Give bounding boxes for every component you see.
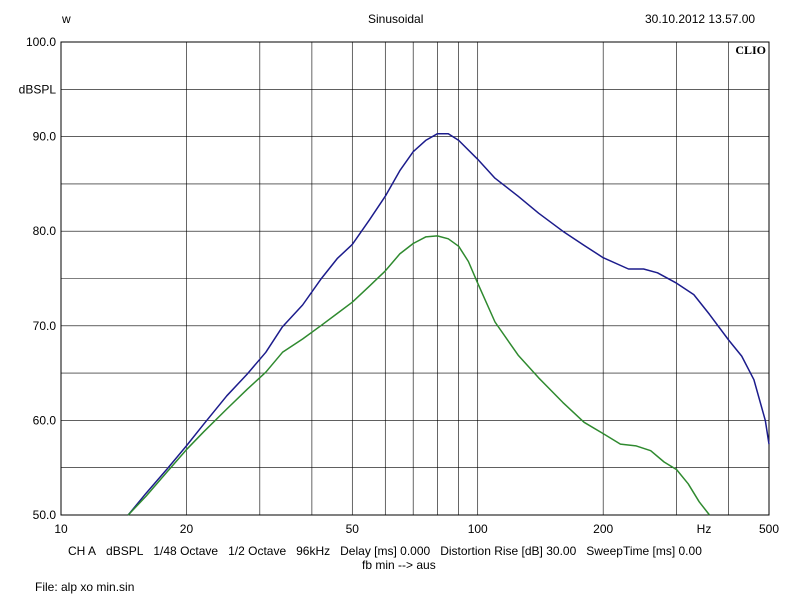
chart-grid xyxy=(61,42,769,515)
x-tick-label: 100 xyxy=(468,522,488,536)
response-curve xyxy=(127,133,770,516)
status-item: Distortion Rise [dB] 30.00 xyxy=(440,544,577,558)
x-tick-label: 50 xyxy=(346,522,360,536)
y-tick-label: 50.0 xyxy=(33,508,57,522)
x-tick-label: 200 xyxy=(593,522,613,536)
y-tick-label: 80.0 xyxy=(33,224,57,238)
response-curve xyxy=(127,235,711,516)
header-left-label: w xyxy=(62,12,71,26)
status-item: 96kHz xyxy=(296,544,331,558)
status-item: 1/48 Octave xyxy=(153,544,219,558)
x-tick-label: 500 xyxy=(759,522,779,536)
timestamp-label: 30.10.2012 13.57.00 xyxy=(645,12,756,26)
status-item: SweepTime [ms] 0.00 xyxy=(586,544,702,558)
status-bar: CH A dBSPL 1/48 Octave 1/2 Octave 96kHz Delay… xyxy=(68,544,712,558)
x-tick-label: 20 xyxy=(180,522,194,536)
status-item: 1/2 Octave xyxy=(228,544,287,558)
y-tick-label: 60.0 xyxy=(33,413,57,427)
x-unit-label: Hz xyxy=(697,522,712,536)
y-unit-label: dBSPL xyxy=(19,82,57,96)
status-item: dBSPL xyxy=(106,544,144,558)
status-item: CH A xyxy=(68,544,97,558)
status-subline: fb min --> aus xyxy=(362,558,436,572)
y-tick-label: 100.0 xyxy=(26,35,56,49)
file-name-label: File: alp xo min.sin xyxy=(35,580,135,594)
y-tick-label: 70.0 xyxy=(33,319,57,333)
chart-series xyxy=(127,133,770,516)
clio-logo: CLIO xyxy=(735,43,766,57)
chart-axis-labels: 10 20 50 100 200 500 Hz 100.0 90.0 80.0 70.0 60.0 50… xyxy=(19,35,780,536)
status-item: Delay [ms] 0.000 xyxy=(340,544,431,558)
measurement-type-label: Sinusoidal xyxy=(368,12,424,26)
plot-frame xyxy=(60,41,770,516)
y-tick-label: 90.0 xyxy=(33,130,57,144)
x-tick-label: 10 xyxy=(54,522,68,536)
